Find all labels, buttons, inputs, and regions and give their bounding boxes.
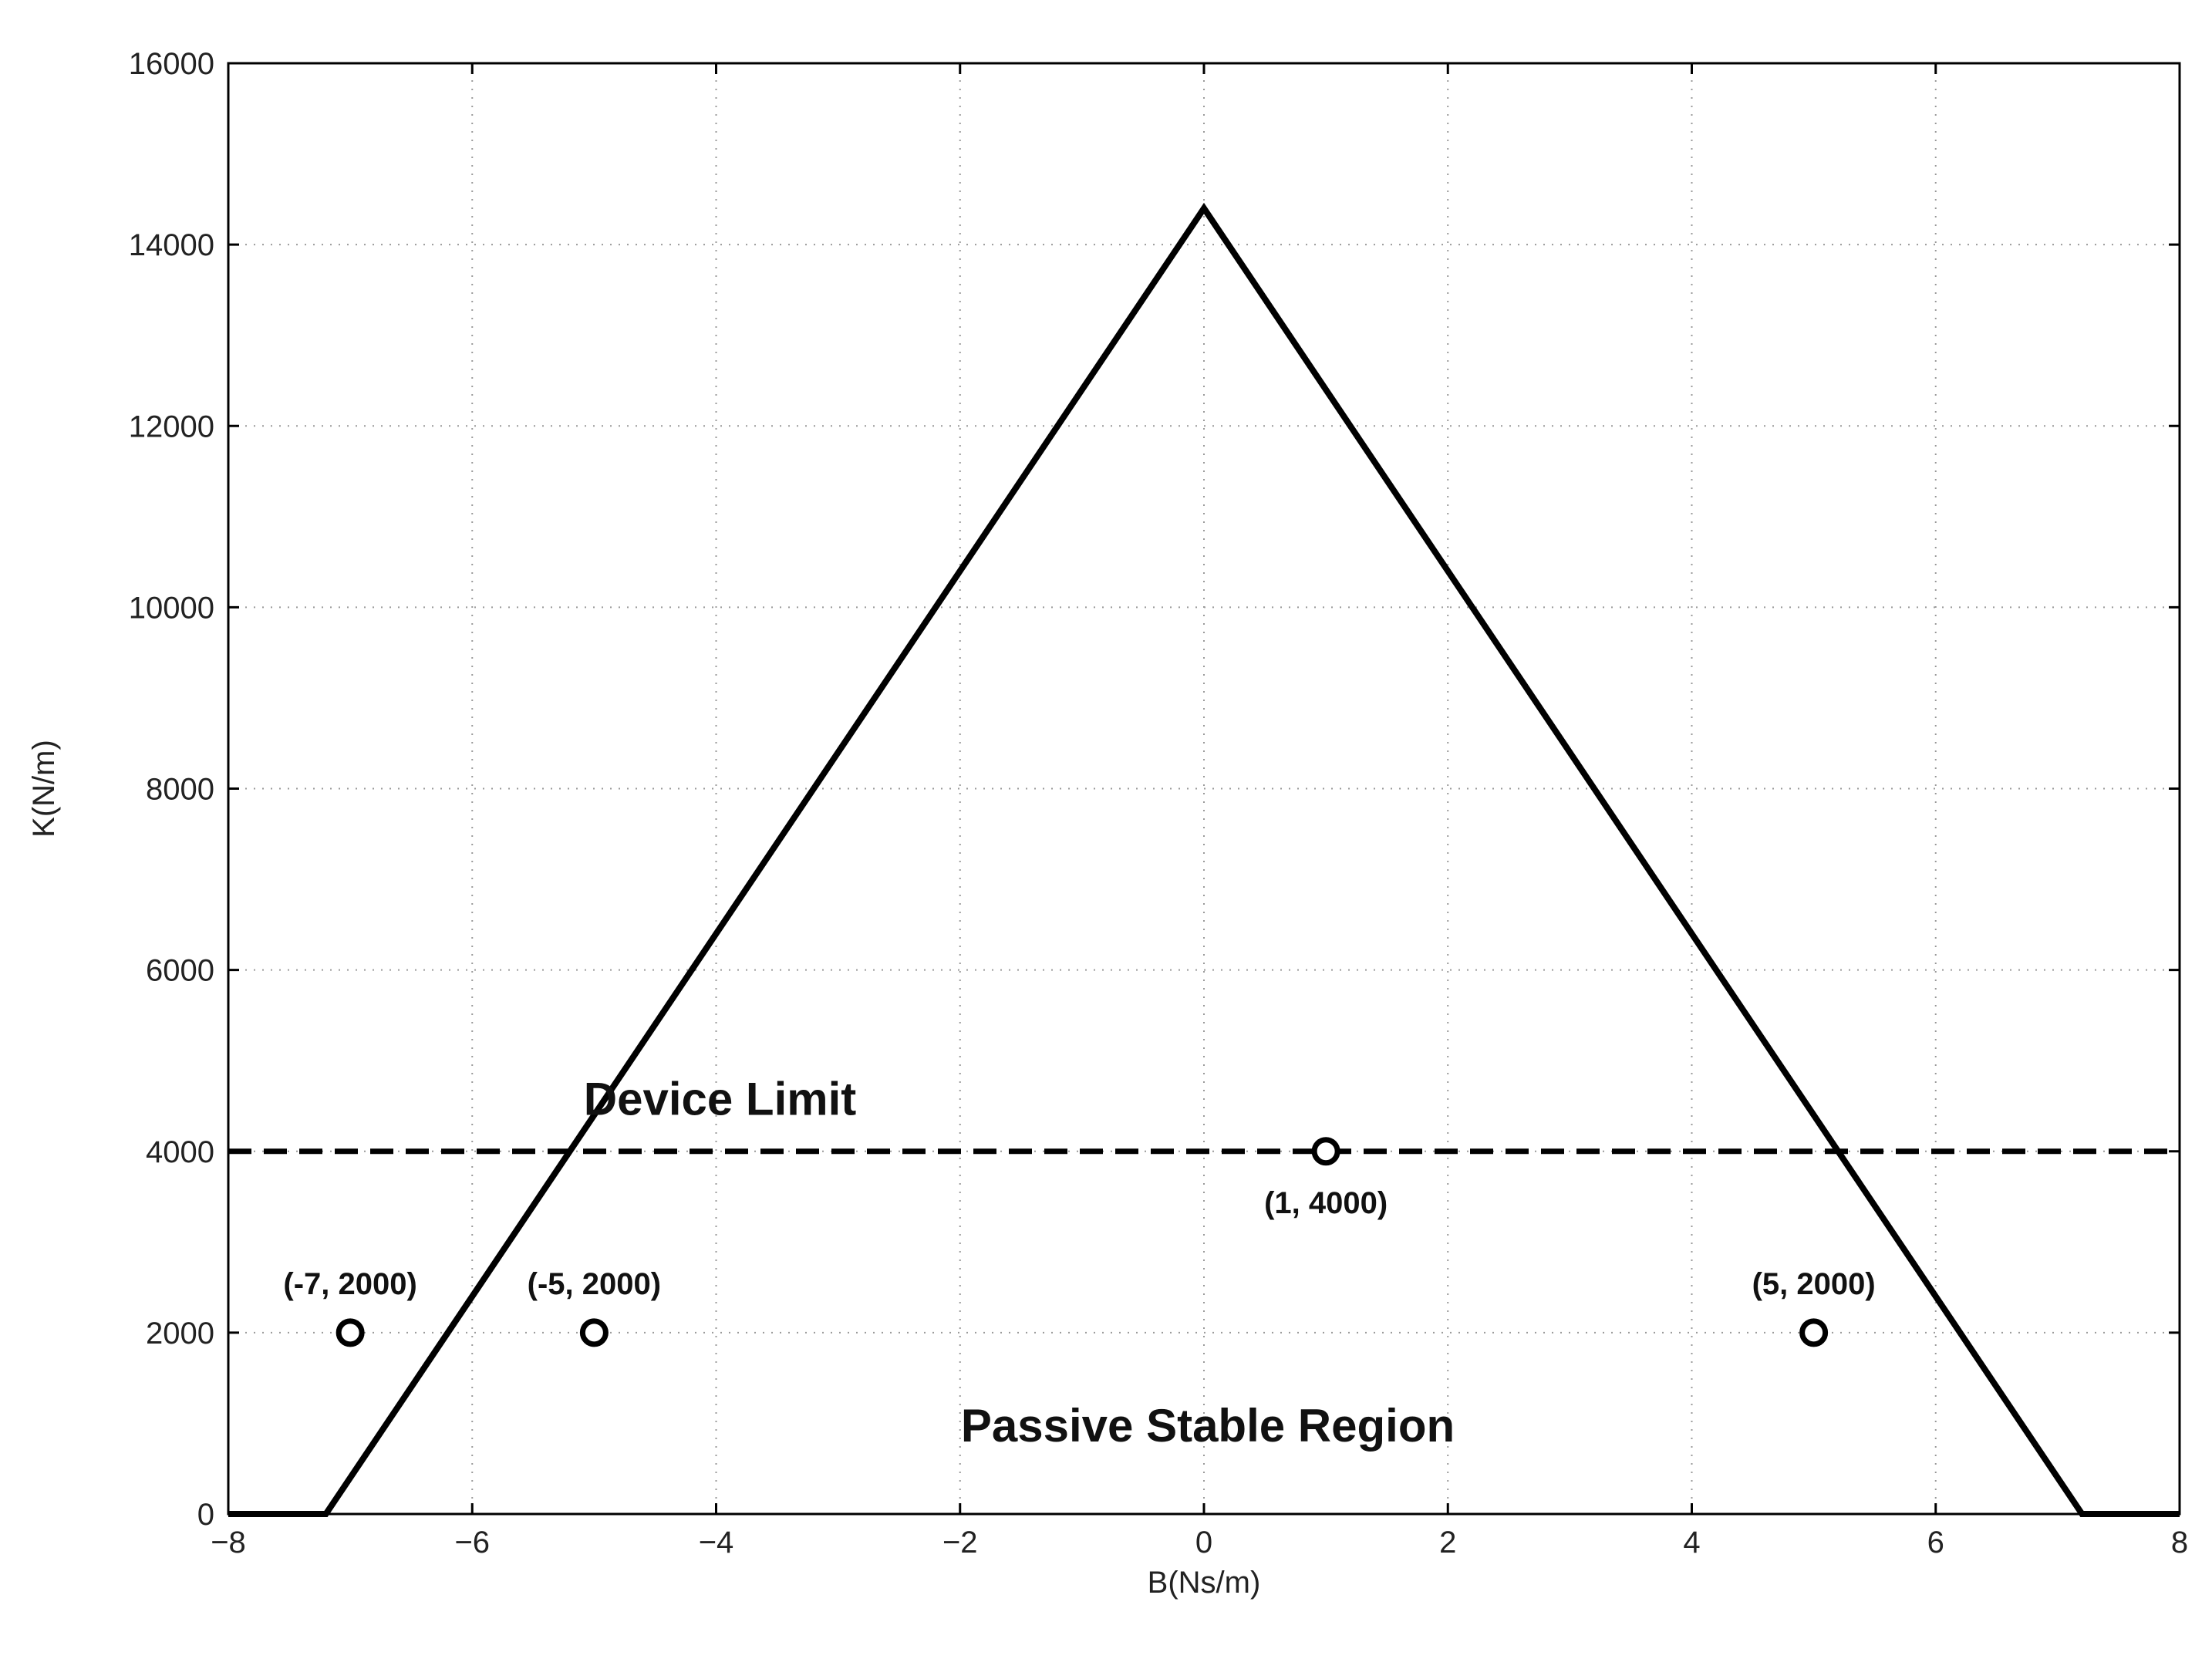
data-point-marker	[1311, 1137, 1340, 1166]
x-tick-label: −8	[211, 1526, 246, 1560]
annotations-layer: Device Limit Passive Stable Region	[584, 1074, 1455, 1452]
chart-annotation: Passive Stable Region	[961, 1400, 1455, 1452]
data-point-label: (-5, 2000)	[528, 1267, 661, 1301]
data-point-label: (-7, 2000)	[283, 1267, 416, 1301]
x-tick-label: −6	[454, 1526, 490, 1560]
x-axis-label: B(Ns/m)	[1148, 1566, 1261, 1600]
data-point-marker	[336, 1318, 365, 1347]
ticks-layer: −8 −6 −4 −2 0 2 4 6 8 0 2000 4000 6000 8000 10000 12000…	[129, 47, 2188, 1560]
data-point-label: (5, 2000)	[1752, 1267, 1876, 1301]
y-tick-label: 12000	[129, 410, 214, 443]
x-tick-label: 2	[1439, 1526, 1456, 1560]
points-layer: (-7, 2000) (-5, 2000) (1, 4000) (5, 2000)	[283, 1137, 1876, 1347]
data-point-label: (1, 4000)	[1264, 1186, 1388, 1220]
y-tick-label: 8000	[146, 773, 214, 807]
x-tick-label: −4	[699, 1526, 734, 1560]
y-tick-label: 6000	[146, 954, 214, 988]
x-tick-label: 8	[2171, 1526, 2188, 1560]
x-tick-label: 6	[1927, 1526, 1944, 1560]
y-tick-label: 10000	[129, 591, 214, 625]
x-tick-label: −2	[942, 1526, 978, 1560]
y-tick-label: 4000	[146, 1135, 214, 1169]
x-tick-label: 0	[1195, 1526, 1212, 1560]
chart-annotation: Device Limit	[584, 1074, 856, 1125]
data-point-marker	[579, 1318, 609, 1347]
y-tick-label: 0	[197, 1498, 214, 1532]
data-point-marker	[1799, 1318, 1829, 1347]
y-tick-label: 14000	[129, 228, 214, 262]
y-tick-label: 16000	[129, 47, 214, 81]
y-axis-label: K(N/m)	[27, 740, 61, 838]
y-tick-label: 2000	[146, 1317, 214, 1350]
x-tick-label: 4	[1683, 1526, 1700, 1560]
